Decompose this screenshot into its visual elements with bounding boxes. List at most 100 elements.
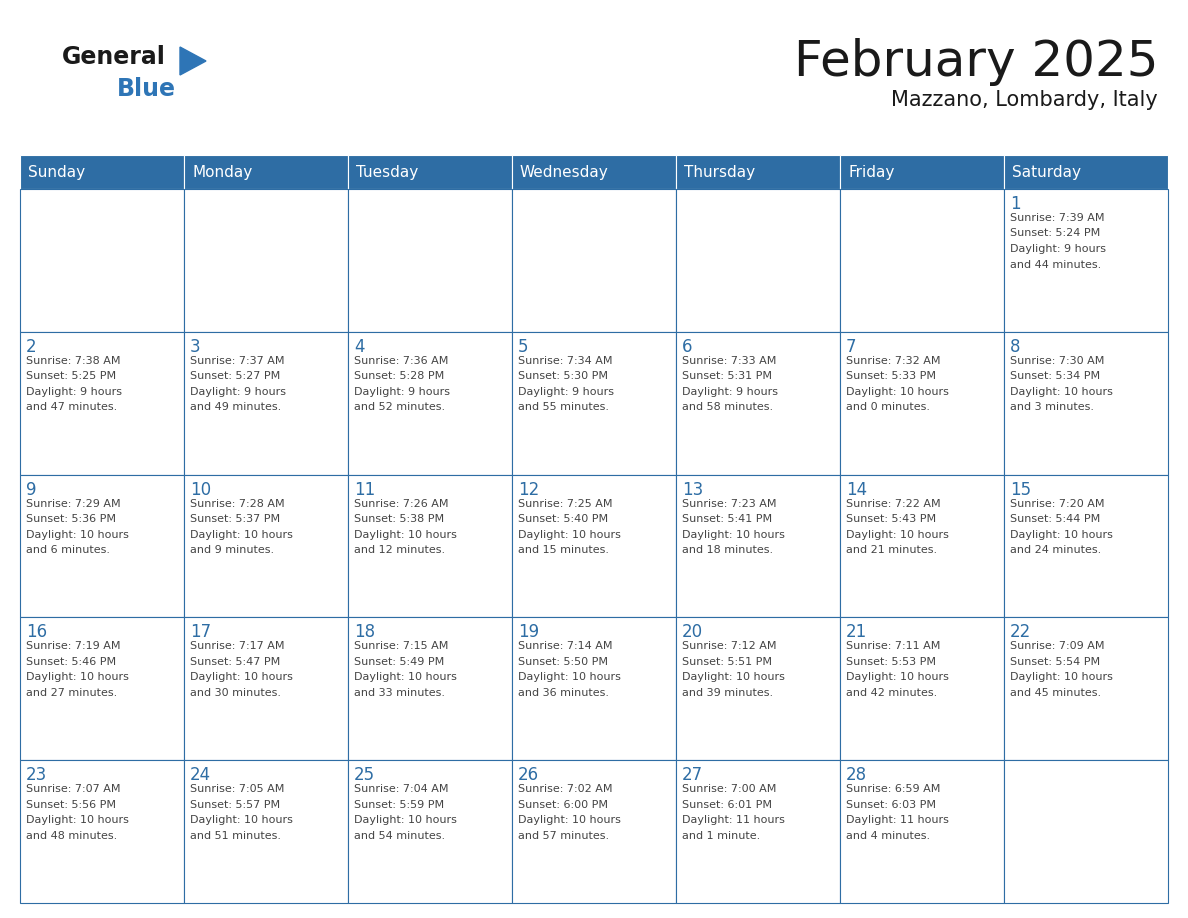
Bar bbox=[1004, 189, 1168, 331]
Text: Sunrise: 7:09 AM: Sunrise: 7:09 AM bbox=[1010, 642, 1105, 652]
Bar bbox=[20, 189, 184, 331]
Text: 20: 20 bbox=[682, 623, 703, 642]
Text: Daylight: 9 hours: Daylight: 9 hours bbox=[1010, 244, 1106, 254]
Text: Daylight: 10 hours: Daylight: 10 hours bbox=[518, 672, 621, 682]
Bar bbox=[512, 760, 676, 903]
Text: Sunrise: 7:11 AM: Sunrise: 7:11 AM bbox=[846, 642, 941, 652]
Text: Sunset: 5:46 PM: Sunset: 5:46 PM bbox=[26, 657, 116, 666]
Bar bbox=[840, 155, 1004, 189]
Text: Daylight: 10 hours: Daylight: 10 hours bbox=[354, 815, 457, 825]
Text: Monday: Monday bbox=[192, 164, 252, 180]
Bar bbox=[1004, 618, 1168, 760]
Bar bbox=[676, 475, 840, 618]
Bar bbox=[20, 475, 184, 618]
Bar bbox=[20, 760, 184, 903]
Text: Sunset: 5:34 PM: Sunset: 5:34 PM bbox=[1010, 371, 1100, 381]
Text: February 2025: February 2025 bbox=[794, 38, 1158, 86]
Bar bbox=[1004, 331, 1168, 475]
Text: and 55 minutes.: and 55 minutes. bbox=[518, 402, 609, 412]
Text: and 54 minutes.: and 54 minutes. bbox=[354, 831, 446, 841]
Text: Sunrise: 7:29 AM: Sunrise: 7:29 AM bbox=[26, 498, 121, 509]
Text: Daylight: 10 hours: Daylight: 10 hours bbox=[26, 815, 128, 825]
Bar bbox=[1004, 155, 1168, 189]
Text: and 4 minutes.: and 4 minutes. bbox=[846, 831, 930, 841]
Text: Sunrise: 7:05 AM: Sunrise: 7:05 AM bbox=[190, 784, 284, 794]
Bar bbox=[184, 760, 348, 903]
Bar bbox=[840, 618, 1004, 760]
Text: and 15 minutes.: and 15 minutes. bbox=[518, 545, 609, 555]
Text: Sunset: 5:49 PM: Sunset: 5:49 PM bbox=[354, 657, 444, 666]
Bar bbox=[20, 618, 184, 760]
Bar bbox=[840, 475, 1004, 618]
Text: Sunset: 5:25 PM: Sunset: 5:25 PM bbox=[26, 371, 116, 381]
Bar bbox=[348, 475, 512, 618]
Text: Blue: Blue bbox=[116, 77, 176, 101]
Text: Daylight: 11 hours: Daylight: 11 hours bbox=[682, 815, 785, 825]
Text: 4: 4 bbox=[354, 338, 365, 356]
Text: Daylight: 9 hours: Daylight: 9 hours bbox=[190, 386, 286, 397]
Text: Sunset: 5:53 PM: Sunset: 5:53 PM bbox=[846, 657, 936, 666]
Text: 9: 9 bbox=[26, 481, 37, 498]
Bar bbox=[184, 155, 348, 189]
Bar bbox=[1004, 475, 1168, 618]
Text: Sunset: 5:54 PM: Sunset: 5:54 PM bbox=[1010, 657, 1100, 666]
Text: and 48 minutes.: and 48 minutes. bbox=[26, 831, 118, 841]
Text: Sunset: 5:38 PM: Sunset: 5:38 PM bbox=[354, 514, 444, 524]
Bar bbox=[184, 189, 348, 331]
Text: Tuesday: Tuesday bbox=[356, 164, 418, 180]
Text: Sunrise: 7:38 AM: Sunrise: 7:38 AM bbox=[26, 356, 120, 365]
Text: Sunrise: 7:30 AM: Sunrise: 7:30 AM bbox=[1010, 356, 1105, 365]
Text: Thursday: Thursday bbox=[684, 164, 756, 180]
Text: Sunset: 5:43 PM: Sunset: 5:43 PM bbox=[846, 514, 936, 524]
Bar bbox=[676, 189, 840, 331]
Text: 28: 28 bbox=[846, 767, 867, 784]
Text: Sunset: 5:28 PM: Sunset: 5:28 PM bbox=[354, 371, 444, 381]
Text: Daylight: 10 hours: Daylight: 10 hours bbox=[190, 672, 293, 682]
Bar bbox=[20, 155, 184, 189]
Text: Sunset: 5:41 PM: Sunset: 5:41 PM bbox=[682, 514, 772, 524]
Bar bbox=[1004, 760, 1168, 903]
Bar bbox=[184, 331, 348, 475]
Text: 25: 25 bbox=[354, 767, 375, 784]
Text: 15: 15 bbox=[1010, 481, 1031, 498]
Text: Daylight: 9 hours: Daylight: 9 hours bbox=[682, 386, 778, 397]
Text: 3: 3 bbox=[190, 338, 201, 356]
Text: and 47 minutes.: and 47 minutes. bbox=[26, 402, 118, 412]
Text: Sunrise: 7:36 AM: Sunrise: 7:36 AM bbox=[354, 356, 448, 365]
Text: 8: 8 bbox=[1010, 338, 1020, 356]
Text: Sunset: 5:40 PM: Sunset: 5:40 PM bbox=[518, 514, 608, 524]
Text: 22: 22 bbox=[1010, 623, 1031, 642]
Text: Sunrise: 7:02 AM: Sunrise: 7:02 AM bbox=[518, 784, 613, 794]
Bar bbox=[348, 189, 512, 331]
Text: and 24 minutes.: and 24 minutes. bbox=[1010, 545, 1101, 555]
Text: 7: 7 bbox=[846, 338, 857, 356]
Bar bbox=[676, 155, 840, 189]
Text: 17: 17 bbox=[190, 623, 211, 642]
Text: Sunset: 5:50 PM: Sunset: 5:50 PM bbox=[518, 657, 608, 666]
Text: Sunset: 6:00 PM: Sunset: 6:00 PM bbox=[518, 800, 608, 810]
Bar bbox=[512, 189, 676, 331]
Text: Daylight: 10 hours: Daylight: 10 hours bbox=[846, 530, 949, 540]
Text: Sunset: 5:36 PM: Sunset: 5:36 PM bbox=[26, 514, 116, 524]
Bar bbox=[840, 189, 1004, 331]
Text: Sunrise: 7:26 AM: Sunrise: 7:26 AM bbox=[354, 498, 449, 509]
Text: Sunrise: 7:14 AM: Sunrise: 7:14 AM bbox=[518, 642, 613, 652]
Text: Daylight: 11 hours: Daylight: 11 hours bbox=[846, 815, 949, 825]
Text: 16: 16 bbox=[26, 623, 48, 642]
Text: Daylight: 10 hours: Daylight: 10 hours bbox=[682, 672, 785, 682]
Bar bbox=[348, 618, 512, 760]
Text: Sunrise: 7:39 AM: Sunrise: 7:39 AM bbox=[1010, 213, 1105, 223]
Text: Daylight: 9 hours: Daylight: 9 hours bbox=[518, 386, 614, 397]
Text: Sunset: 5:57 PM: Sunset: 5:57 PM bbox=[190, 800, 280, 810]
Text: Sunrise: 7:22 AM: Sunrise: 7:22 AM bbox=[846, 498, 941, 509]
Bar bbox=[348, 155, 512, 189]
Text: 21: 21 bbox=[846, 623, 867, 642]
Bar bbox=[512, 155, 676, 189]
Text: Sunset: 5:44 PM: Sunset: 5:44 PM bbox=[1010, 514, 1100, 524]
Text: Sunset: 5:51 PM: Sunset: 5:51 PM bbox=[682, 657, 772, 666]
Text: 26: 26 bbox=[518, 767, 539, 784]
Text: and 33 minutes.: and 33 minutes. bbox=[354, 688, 446, 698]
Text: and 57 minutes.: and 57 minutes. bbox=[518, 831, 609, 841]
Text: and 18 minutes.: and 18 minutes. bbox=[682, 545, 773, 555]
Text: Sunrise: 7:25 AM: Sunrise: 7:25 AM bbox=[518, 498, 613, 509]
